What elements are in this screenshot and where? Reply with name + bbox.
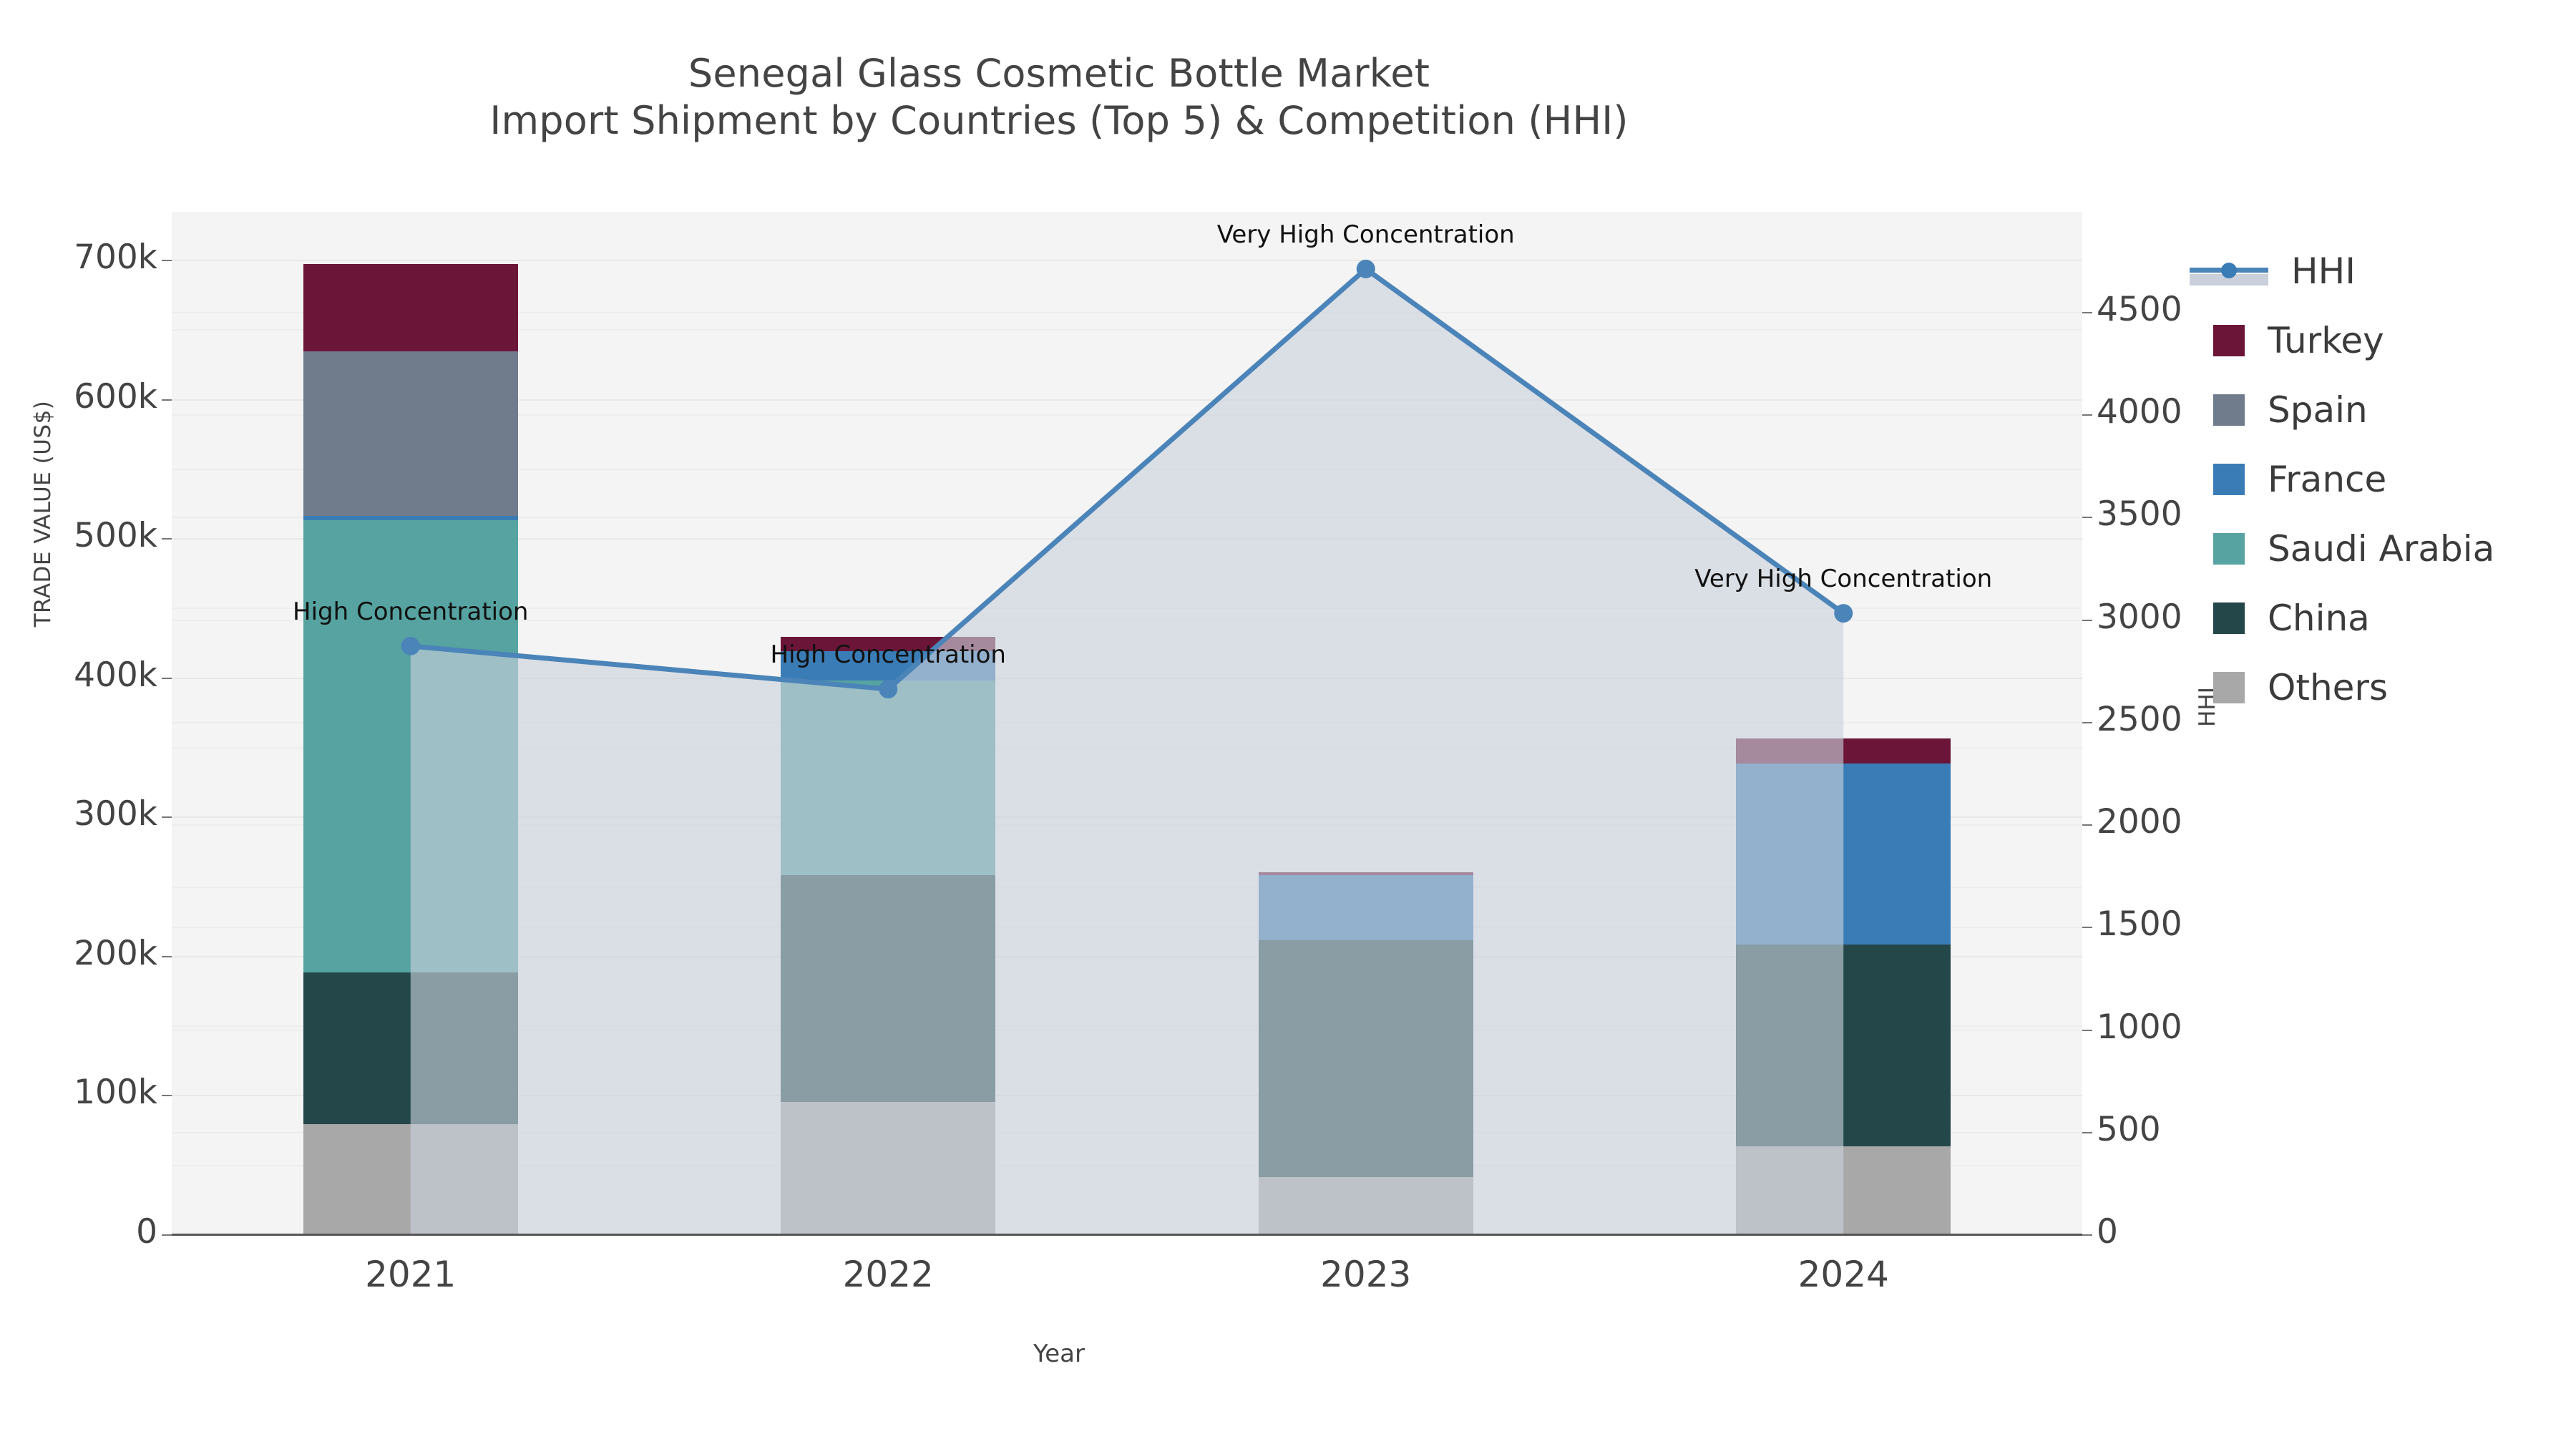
hhi-annotation-2024: Very High Concentration	[1694, 565, 1993, 594]
gridline-secondary	[172, 414, 2082, 416]
chart-title-line1: Senegal Glass Cosmetic Bottle Market	[688, 51, 1430, 96]
legend-label: HHI	[2291, 250, 2356, 292]
bar-segment-france-2021[interactable]	[303, 516, 518, 520]
y-tick-right: 4000	[2097, 392, 2182, 432]
gridline	[172, 329, 2082, 331]
y-tick-mark-right	[2082, 1029, 2092, 1031]
y-tick-left: 400k	[74, 655, 157, 695]
y-tick-left: 200k	[74, 933, 157, 973]
y-tick-right: 4500	[2097, 290, 2182, 329]
y-axis-label-left: TRADE VALUE (US$)	[30, 400, 56, 628]
y-tick-left: 300k	[74, 794, 157, 834]
hhi-area	[410, 268, 1844, 1234]
y-tick-right: 1000	[2097, 1007, 2182, 1047]
y-tick-right: 2000	[2097, 802, 2182, 842]
y-tick-mark-right	[2082, 824, 2092, 826]
hhi-annotation-2023: Very High Concentration	[1216, 220, 1515, 249]
y-tick-right: 1500	[2097, 904, 2182, 945]
legend-swatch-icon	[2213, 602, 2245, 634]
x-tick-2021: 2021	[365, 1254, 457, 1295]
legend-line-marker-icon	[2190, 255, 2268, 287]
y-tick-mark-left	[162, 1095, 172, 1097]
hhi-annotation-2022: High Concentration	[770, 640, 1006, 670]
y-tick-mark-left	[162, 260, 172, 261]
gridline	[172, 468, 2082, 470]
legend-item-spain[interactable]: Spain	[2190, 375, 2576, 444]
hhi-series	[401, 259, 1853, 1234]
chart-legend: HHI Turkey Spain France Saudi Arabia China Oth…	[2190, 236, 2576, 722]
hhi-point-2022[interactable]	[879, 680, 898, 699]
y-tick-mark-right	[2082, 517, 2092, 519]
legend-item-turkey[interactable]: Turkey	[2190, 306, 2576, 375]
legend-swatch-icon	[2213, 532, 2245, 565]
y-tick-mark-right	[2082, 619, 2092, 621]
legend-swatch-icon	[2213, 324, 2245, 356]
hhi-annotation-2021: High Concentration	[293, 597, 529, 626]
y-tick-mark-right	[2082, 1131, 2092, 1133]
y-tick-left: 500k	[74, 516, 157, 556]
legend-swatch-icon	[2213, 671, 2245, 703]
hhi-point-2021[interactable]	[401, 636, 420, 655]
y-tick-left: 100k	[74, 1073, 157, 1113]
x-tick-2023: 2023	[1320, 1254, 1412, 1295]
legend-swatch-icon	[2213, 463, 2245, 495]
legend-label: Saudi Arabia	[2268, 527, 2495, 570]
y-tick-mark-left	[162, 677, 172, 679]
legend-swatch-icon	[2213, 394, 2245, 426]
hhi-point-2024[interactable]	[1834, 604, 1853, 623]
legend-item-others[interactable]: Others	[2190, 653, 2576, 722]
gridline-secondary	[172, 312, 2082, 313]
y-tick-mark-left	[162, 955, 172, 957]
hhi-point-2023[interactable]	[1356, 259, 1375, 278]
legend-item-saudi-arabia[interactable]: Saudi Arabia	[2190, 514, 2576, 583]
y-tick-right: 500	[2097, 1109, 2161, 1149]
chart-title-line2: Import Shipment by Countries (Top 5) & C…	[489, 97, 1629, 143]
y-tick-right: 0	[2097, 1212, 2118, 1252]
x-tick-2024: 2024	[1797, 1254, 1889, 1295]
legend-label: Others	[2268, 666, 2389, 708]
y-tick-mark-right	[2082, 927, 2092, 929]
legend-label: Spain	[2268, 389, 2368, 431]
y-tick-mark-left	[162, 1234, 172, 1236]
bar-segment-turkey-2021[interactable]	[303, 263, 518, 352]
legend-label: France	[2268, 458, 2387, 500]
y-tick-right: 3000	[2097, 597, 2182, 637]
x-axis-line	[172, 1234, 2082, 1236]
y-tick-mark-left	[162, 816, 172, 819]
legend-label: Turkey	[2268, 319, 2384, 361]
y-tick-mark-right	[2082, 312, 2092, 313]
legend-item-hhi[interactable]: HHI	[2190, 236, 2576, 306]
x-axis-label: Year	[1033, 1340, 1085, 1368]
y-tick-mark-left	[162, 399, 172, 401]
legend-item-france[interactable]: France	[2190, 444, 2576, 514]
y-tick-left: 600k	[74, 376, 157, 416]
gridline	[172, 260, 2082, 261]
gridline	[172, 399, 2082, 401]
y-tick-mark-right	[2082, 414, 2092, 416]
y-tick-right: 3500	[2097, 494, 2182, 535]
legend-label: China	[2268, 597, 2370, 639]
legend-item-china[interactable]: China	[2190, 583, 2576, 653]
y-tick-mark-right	[2082, 1234, 2092, 1236]
y-tick-mark-left	[162, 538, 172, 540]
y-tick-left: 700k	[74, 238, 157, 277]
y-tick-mark-right	[2082, 721, 2092, 723]
x-tick-2022: 2022	[842, 1254, 934, 1295]
chart-title: Senegal Glass Cosmetic Bottle Market Imp…	[0, 50, 2118, 145]
y-tick-left: 0	[136, 1212, 157, 1252]
bar-segment-spain-2021[interactable]	[303, 351, 518, 516]
y-tick-right: 2500	[2097, 699, 2182, 739]
hhi-line[interactable]	[410, 266, 1845, 692]
